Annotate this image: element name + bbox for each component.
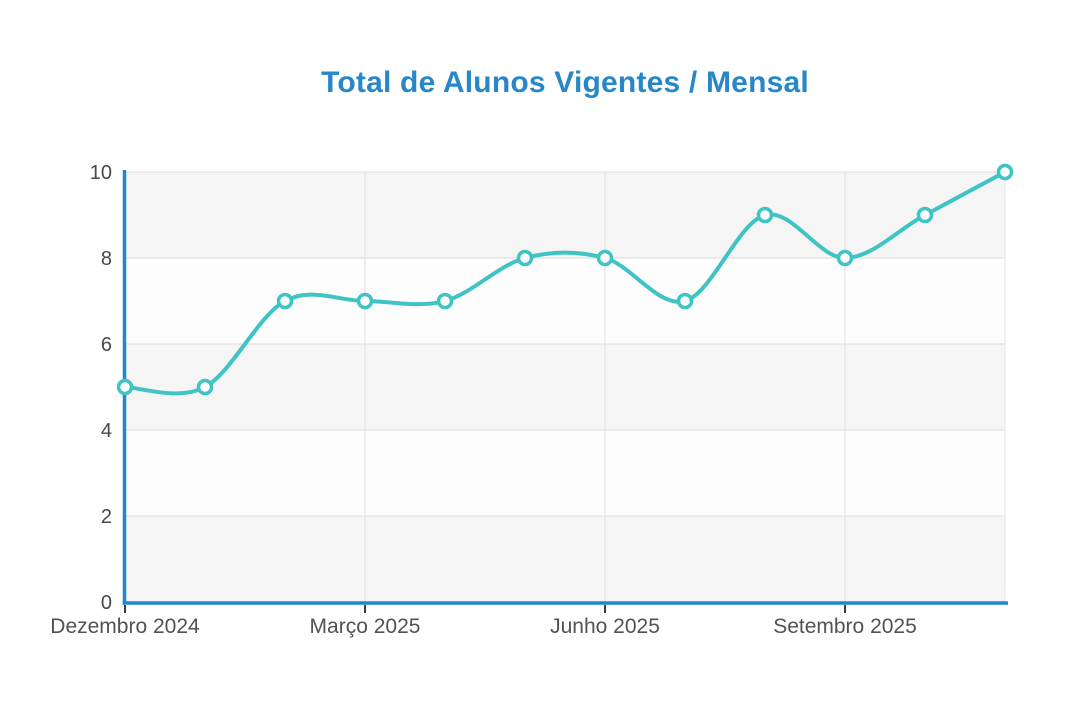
y-tick-label: 6 bbox=[101, 334, 112, 356]
x-tick-label: Dezembro 2024 bbox=[50, 615, 200, 638]
data-point-marker[interactable] bbox=[436, 292, 454, 310]
interlaced-band bbox=[125, 344, 1005, 430]
data-point-marker[interactable] bbox=[356, 292, 374, 310]
y-tick-label: 2 bbox=[101, 506, 112, 528]
data-point-marker[interactable] bbox=[836, 249, 854, 267]
x-tick-label: Junho 2025 bbox=[550, 615, 660, 638]
interlaced-band bbox=[125, 516, 1005, 602]
data-point-marker[interactable] bbox=[516, 249, 534, 267]
data-point-marker[interactable] bbox=[756, 206, 774, 224]
x-tick-label: Setembro 2025 bbox=[773, 615, 917, 638]
data-point-marker[interactable] bbox=[996, 163, 1014, 181]
data-point-marker[interactable] bbox=[196, 378, 214, 396]
y-tick-label: 10 bbox=[90, 162, 112, 184]
data-point-marker[interactable] bbox=[276, 292, 294, 310]
y-tick-label: 8 bbox=[101, 248, 112, 270]
y-tick-label: 0 bbox=[101, 592, 112, 614]
x-tick-label: Março 2025 bbox=[310, 615, 421, 638]
y-tick-label: 4 bbox=[101, 420, 112, 442]
chart-title: Total de Alunos Vigentes / Mensal bbox=[321, 66, 809, 99]
data-point-marker[interactable] bbox=[676, 292, 694, 310]
data-point-marker[interactable] bbox=[596, 249, 614, 267]
data-point-marker[interactable] bbox=[116, 378, 134, 396]
data-point-marker[interactable] bbox=[916, 206, 934, 224]
interlaced-band bbox=[125, 172, 1005, 258]
